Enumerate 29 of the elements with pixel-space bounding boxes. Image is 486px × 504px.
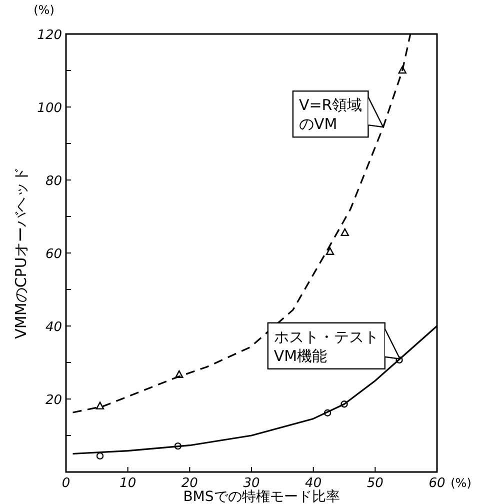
point [96,402,104,410]
text: (%) [450,476,472,490]
point [340,400,348,408]
x-axis-title: BMSでの特権モード比率 [183,489,340,504]
x-tick-label: 0 [62,476,70,491]
x-tick-label: 20 [181,476,198,491]
y-axis-title: VMMのCPUオーバヘッド [12,167,30,339]
x-tick-label: 40 [305,476,322,491]
y-tick-label: 20 [45,393,62,408]
y-tick-label: 80 [45,174,62,189]
point [96,452,104,460]
x-tick-label: 10 [120,476,136,491]
point [174,442,182,450]
point [326,247,334,256]
y-tick-label: 40 [45,320,62,335]
point [398,66,406,74]
annotation: V=R領域のVM [298,96,362,134]
point [324,409,332,416]
y-tick-label: 120 [37,28,62,43]
text: (%) [34,3,54,17]
y-tick-label: 60 [45,247,62,262]
y-tick-label: 100 [37,101,62,116]
point [396,356,403,364]
point [340,228,349,236]
annotation: ホスト・テストVM機能 [274,328,379,365]
x-tick-label: 30 [243,476,260,491]
x-tick-label: 50 [366,476,384,491]
point [175,370,184,378]
x-tick-label: 60 [428,476,446,491]
